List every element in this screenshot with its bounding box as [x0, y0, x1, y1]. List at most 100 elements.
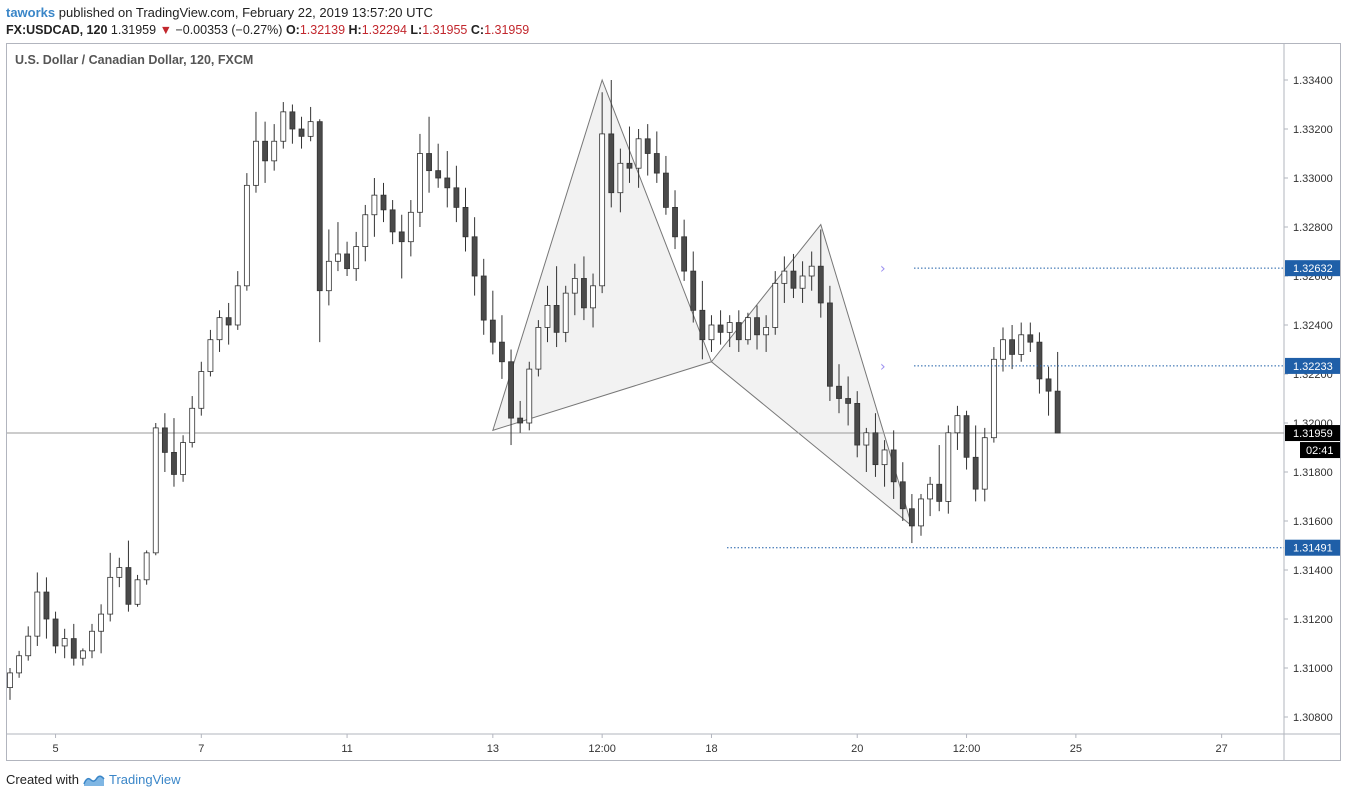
candle-body — [863, 432, 870, 446]
candle-body — [681, 236, 688, 272]
candle-body — [1009, 339, 1015, 355]
candle-body — [107, 576, 114, 615]
candle-body — [134, 579, 141, 605]
high-value: 1.32294 — [361, 23, 407, 37]
candle-body — [198, 371, 205, 409]
candle-body — [435, 170, 442, 179]
candle-body — [125, 567, 132, 605]
x-tick-label: 5 — [52, 743, 58, 755]
last-price-text: 1.31959 — [110, 23, 157, 37]
target-level-label-bg — [1285, 539, 1340, 556]
candle-body — [34, 591, 41, 637]
candle-body — [571, 278, 578, 294]
candle-body — [61, 638, 68, 647]
candle-body — [70, 638, 77, 659]
y-tick-label: 1.31400 — [1293, 565, 1333, 577]
candle-body — [444, 177, 451, 189]
candle-body — [152, 427, 159, 554]
candle-body — [262, 140, 268, 162]
symbol-label: FX:USDCAD, 120 — [6, 23, 108, 37]
candle-body — [426, 153, 432, 172]
candle-body — [817, 265, 824, 304]
candle-body — [508, 361, 514, 419]
candle-body — [189, 407, 196, 443]
candle-body — [216, 317, 223, 341]
y-tick-label: 1.30800 — [1293, 712, 1333, 724]
candle-body — [471, 236, 478, 277]
candle-body — [827, 302, 833, 387]
close-value: 1.31959 — [484, 23, 530, 37]
candle-body — [1036, 341, 1043, 380]
candle-body — [754, 317, 760, 336]
y-tick-label: 1.33400 — [1293, 75, 1333, 87]
candle-body — [234, 285, 241, 326]
candle-body — [881, 449, 888, 466]
chevron-right-icon: › — [880, 261, 886, 277]
close-label: C: — [470, 23, 485, 37]
candle-body — [307, 121, 314, 137]
last-price-label: 1.31959 — [1293, 428, 1333, 440]
target-level-label-bg — [1285, 357, 1340, 374]
candle-body — [271, 140, 278, 162]
candle-body — [663, 172, 669, 208]
chevron-right-icon: › — [880, 359, 886, 375]
candle-body — [389, 209, 396, 233]
low-value: 1.31955 — [422, 23, 468, 37]
candle-body — [43, 591, 50, 620]
candle-body — [1045, 378, 1052, 392]
y-tick-label: 1.32400 — [1293, 320, 1333, 332]
open-value: 1.32139 — [299, 23, 346, 37]
candle-body — [89, 630, 95, 652]
y-tick-label: 1.33200 — [1293, 124, 1333, 136]
candle-body — [16, 655, 23, 674]
y-tick-label: 1.33000 — [1293, 173, 1333, 185]
candle-body — [945, 432, 952, 502]
countdown-label: 02:41 — [1306, 445, 1334, 457]
candle-body — [918, 498, 924, 527]
candle-body — [717, 324, 724, 333]
target-level-label: 1.32233 — [1293, 361, 1333, 373]
candle-body — [581, 278, 587, 309]
countdown-label-bg — [1300, 442, 1340, 459]
candle-body — [745, 317, 751, 341]
candle-body — [380, 194, 387, 211]
target-level-label: 1.31491 — [1293, 543, 1333, 555]
target-level-label: 1.32632 — [1293, 263, 1333, 275]
candle-body — [52, 618, 59, 647]
x-tick-label: 12:00 — [953, 743, 981, 755]
candle-body — [171, 451, 177, 475]
candle-body — [526, 368, 533, 424]
tradingview-brand-link[interactable]: TradingView — [108, 772, 181, 787]
candle-body — [972, 456, 979, 490]
candle-body — [799, 275, 806, 289]
candle-body — [1054, 390, 1061, 434]
candle-body — [298, 128, 305, 137]
author-link[interactable]: taworks — [6, 5, 56, 20]
candle-body — [207, 339, 214, 372]
target-level-label-bg — [1285, 260, 1340, 277]
candle-body — [243, 184, 250, 287]
footer: Created with TradingView — [6, 772, 181, 787]
candle-body — [672, 206, 678, 238]
candle-body — [1018, 334, 1025, 355]
y-tick-label: 1.31600 — [1293, 516, 1333, 528]
x-tick-label: 18 — [705, 743, 717, 755]
published-text: published on TradingView.com, February 2… — [58, 5, 433, 20]
down-arrow-icon: ▼ — [159, 23, 172, 37]
candle-body — [1027, 334, 1034, 343]
candle-body — [617, 162, 624, 194]
candle-body — [344, 253, 350, 270]
y-tick-label: 1.31200 — [1293, 614, 1333, 626]
pane-title: U.S. Dollar / Canadian Dollar, 120, FXCM — [15, 53, 254, 67]
candle-body — [790, 270, 797, 289]
candle-body — [161, 427, 168, 453]
low-label: L: — [410, 23, 423, 37]
candle-body — [735, 322, 742, 341]
candle-body — [253, 140, 259, 186]
pattern-triangle-bcd — [710, 223, 913, 528]
candle-body — [653, 153, 660, 174]
candle-body — [772, 282, 779, 328]
candle-body — [79, 650, 86, 659]
candle-body — [562, 292, 569, 333]
